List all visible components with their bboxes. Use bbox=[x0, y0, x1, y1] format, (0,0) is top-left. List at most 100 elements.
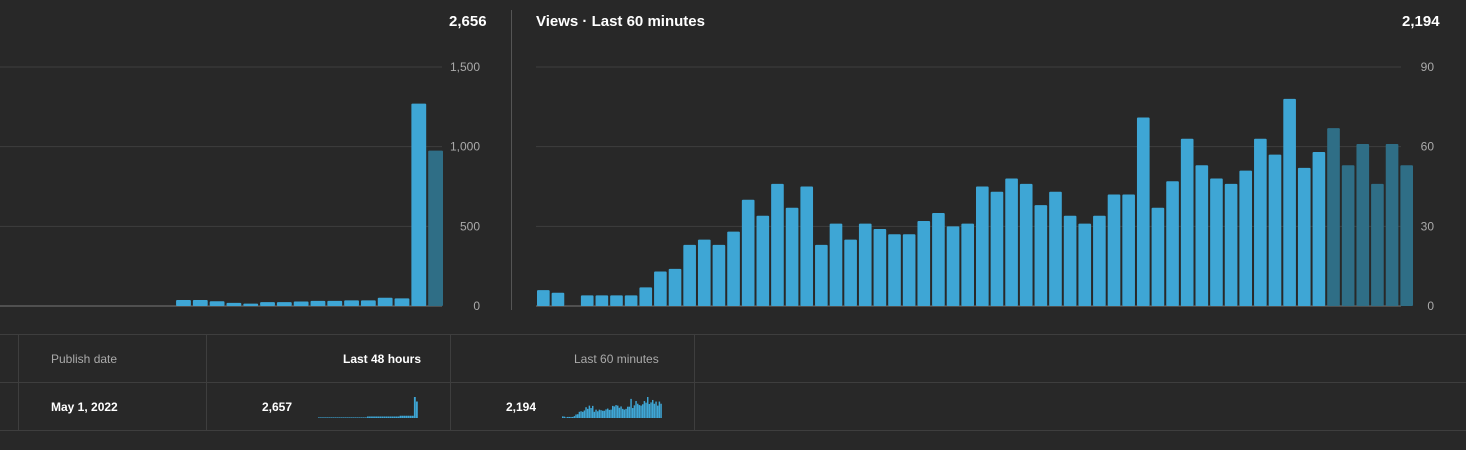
column-header-last-48-hours[interactable]: Last 48 hours bbox=[343, 352, 422, 366]
sparkline-bar bbox=[348, 417, 351, 418]
chart-bar[interactable] bbox=[1356, 144, 1370, 306]
chart-bar[interactable] bbox=[697, 239, 711, 306]
chart-bar[interactable] bbox=[1078, 223, 1092, 306]
chart-bar[interactable] bbox=[1224, 183, 1238, 306]
chart-bar[interactable] bbox=[1283, 98, 1296, 306]
views-60m-value: 2,194 bbox=[506, 400, 537, 414]
chart-bar[interactable] bbox=[551, 292, 565, 306]
sparkline-bar bbox=[603, 410, 606, 418]
sparkline-bar bbox=[618, 407, 621, 418]
last-60-minutes-bar-chart[interactable]: 0 30 60 90 bbox=[516, 0, 1466, 320]
sparkline-bar bbox=[655, 401, 657, 418]
chart-bar[interactable] bbox=[411, 103, 427, 306]
chart-bar[interactable] bbox=[1151, 207, 1165, 306]
chart-bar[interactable] bbox=[360, 300, 376, 306]
sparkline-bar bbox=[605, 409, 607, 418]
sparkline-bar bbox=[625, 408, 627, 418]
chart-bar[interactable] bbox=[394, 298, 410, 306]
chart-bar[interactable] bbox=[771, 183, 784, 306]
chart-bar[interactable] bbox=[668, 268, 682, 306]
chart-bar[interactable] bbox=[1268, 154, 1282, 306]
sparkline-bar bbox=[562, 416, 564, 418]
views-48h-value: 2,657 bbox=[262, 400, 293, 414]
chart-bar[interactable] bbox=[1034, 205, 1048, 306]
sparkline-bar bbox=[608, 409, 611, 418]
chart-bar[interactable] bbox=[260, 302, 275, 306]
chart-bar[interactable] bbox=[1327, 128, 1340, 306]
chart-bar[interactable] bbox=[226, 302, 242, 306]
sparkline-bar bbox=[407, 415, 410, 418]
chart-bar[interactable] bbox=[829, 223, 843, 306]
chart-bar[interactable] bbox=[873, 228, 887, 306]
chart-bar[interactable] bbox=[844, 239, 857, 306]
sparkline-bar bbox=[600, 410, 602, 418]
chart-bar[interactable] bbox=[932, 213, 945, 306]
chart-bar[interactable] bbox=[1371, 183, 1384, 306]
chart-bar[interactable] bbox=[192, 299, 208, 306]
chart-bar[interactable] bbox=[1195, 165, 1209, 306]
chart-bar[interactable] bbox=[537, 290, 550, 306]
chart-bar[interactable] bbox=[276, 302, 292, 306]
chart-bar[interactable] bbox=[727, 231, 740, 306]
chart-bar[interactable] bbox=[610, 295, 623, 306]
chart-bar[interactable] bbox=[1180, 138, 1194, 306]
chart-bar[interactable] bbox=[327, 300, 343, 306]
chart-bar[interactable] bbox=[1166, 181, 1179, 306]
chart-bar[interactable] bbox=[1210, 178, 1223, 306]
chart-bar[interactable] bbox=[243, 303, 259, 306]
chart-bar[interactable] bbox=[712, 244, 726, 306]
sparkline-bar bbox=[628, 406, 631, 418]
chart-bar[interactable] bbox=[1341, 165, 1355, 306]
chart-bar[interactable] bbox=[888, 234, 901, 306]
chart-bar[interactable] bbox=[990, 191, 1004, 306]
chart-bar[interactable] bbox=[1400, 165, 1413, 306]
chart-bar[interactable] bbox=[639, 287, 653, 306]
chart-bar[interactable] bbox=[917, 221, 931, 306]
chart-bar[interactable] bbox=[683, 244, 696, 306]
chart-bar[interactable] bbox=[1019, 183, 1033, 306]
chart-bar[interactable] bbox=[785, 207, 799, 306]
chart-bar[interactable] bbox=[1297, 167, 1311, 306]
sparkline-bar bbox=[648, 404, 651, 418]
chart-bar[interactable] bbox=[946, 226, 960, 306]
chart-bar[interactable] bbox=[293, 301, 309, 306]
sparkline-bar bbox=[413, 397, 416, 418]
chart-bar[interactable] bbox=[310, 300, 326, 306]
chart-bar[interactable] bbox=[741, 199, 755, 306]
y-tick-label: 1,500 bbox=[450, 60, 480, 74]
chart-bar[interactable] bbox=[1005, 178, 1018, 306]
chart-bar[interactable] bbox=[580, 295, 594, 306]
chart-bar[interactable] bbox=[1312, 151, 1326, 306]
chart-bar[interactable] bbox=[756, 215, 770, 306]
chart-bar[interactable] bbox=[1385, 144, 1399, 306]
sparkline-bar bbox=[580, 411, 582, 418]
chart-bar[interactable] bbox=[858, 223, 872, 306]
chart-bar[interactable] bbox=[961, 223, 974, 306]
chart-bar[interactable] bbox=[1093, 215, 1106, 306]
chart-bar[interactable] bbox=[1122, 194, 1135, 306]
chart-bar[interactable] bbox=[624, 295, 638, 306]
chart-bar[interactable] bbox=[595, 295, 609, 306]
last-48-hours-bar-chart[interactable]: 0 500 1,000 1,500 bbox=[0, 0, 500, 320]
chart-bar[interactable] bbox=[1107, 194, 1121, 306]
sparkline-bar bbox=[332, 417, 335, 418]
column-header-publish-date[interactable]: Publish date bbox=[51, 352, 118, 366]
sparkline-bar bbox=[318, 417, 320, 418]
chart-bar[interactable] bbox=[976, 186, 989, 307]
chart-bar[interactable] bbox=[176, 299, 191, 306]
chart-bar[interactable] bbox=[428, 150, 443, 306]
table-bottom-border bbox=[0, 430, 1466, 431]
chart-bar[interactable] bbox=[1239, 170, 1253, 306]
chart-bar[interactable] bbox=[1063, 215, 1077, 306]
chart-bar[interactable] bbox=[1049, 191, 1062, 306]
chart-bar[interactable] bbox=[815, 244, 828, 306]
chart-bar[interactable] bbox=[209, 301, 225, 306]
column-header-last-60-minutes[interactable]: Last 60 minutes bbox=[574, 352, 659, 366]
chart-bar[interactable] bbox=[344, 300, 359, 306]
chart-bar[interactable] bbox=[654, 271, 667, 306]
chart-bar[interactable] bbox=[1254, 138, 1267, 306]
chart-bar[interactable] bbox=[1136, 117, 1150, 306]
chart-bar[interactable] bbox=[377, 297, 393, 306]
chart-bar[interactable] bbox=[800, 186, 814, 307]
chart-bar[interactable] bbox=[902, 234, 916, 306]
